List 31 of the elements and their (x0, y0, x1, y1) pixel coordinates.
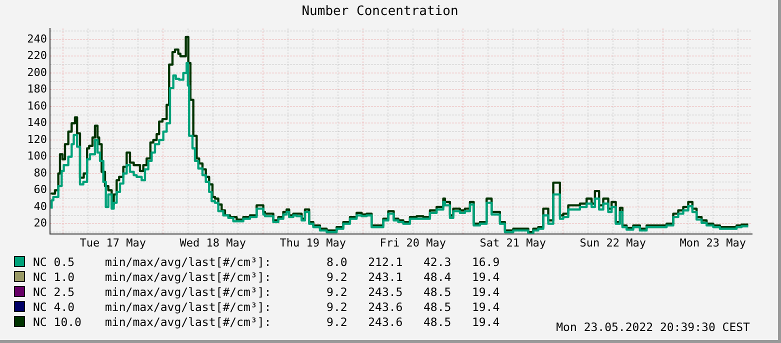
y-tick-label: 60 (34, 183, 47, 196)
legend-label: NC 1.0 (33, 270, 76, 284)
y-tick-label: 20 (34, 216, 47, 230)
y-tick-label: 140 (27, 116, 47, 130)
legend-label: NC 0.5 (33, 254, 76, 268)
y-tick-label: 160 (27, 99, 47, 112)
y-tick-label: 40 (34, 200, 47, 213)
legend-label: NC 4.0 (33, 300, 76, 314)
x-tick-label: Tue 17 May (80, 236, 146, 250)
y-tick-label: 100 (27, 150, 47, 163)
text: min/max/avg/last[#/cm³]: 9.2 243.6 48.5 19.4 (105, 300, 500, 314)
text: min/max/avg/last[#/cm³]: 8.0 212.1 42.3 16.9 (105, 254, 500, 268)
x-tick-label: Thu 19 May (280, 236, 346, 250)
y-tick-label: 240 (27, 32, 47, 46)
chart-title: Number Concentration (302, 4, 458, 20)
y-tick-label: 200 (27, 66, 47, 79)
x-tick-label: Fri 20 May (380, 236, 446, 250)
y-tick-label: 80 (34, 166, 47, 180)
legend-label: NC 2.5 (33, 284, 76, 298)
legend-label: NC 10.0 (33, 314, 82, 328)
x-tick-label: Sun 22 May (580, 236, 646, 250)
text: min/max/avg/last[#/cm³]: 9.2 243.5 48.5 19.4 (105, 284, 500, 298)
x-tick-label: Sat 21 May (480, 236, 546, 250)
text: Mon 23.05.2022 20:39:30 CEST (556, 320, 750, 334)
x-tick-label: Mon 23 May (680, 236, 746, 250)
x-tick-label: Wed 18 May (180, 236, 246, 250)
text: min/max/avg/last[#/cm³]: 9.2 243.6 48.5 19.4 (105, 314, 500, 328)
y-tick-label: 220 (27, 49, 47, 62)
y-tick-label: 180 (27, 82, 47, 96)
y-tick-label: 120 (27, 132, 47, 146)
text: min/max/avg/last[#/cm³]: 9.2 243.1 48.4 19.4 (105, 270, 500, 284)
